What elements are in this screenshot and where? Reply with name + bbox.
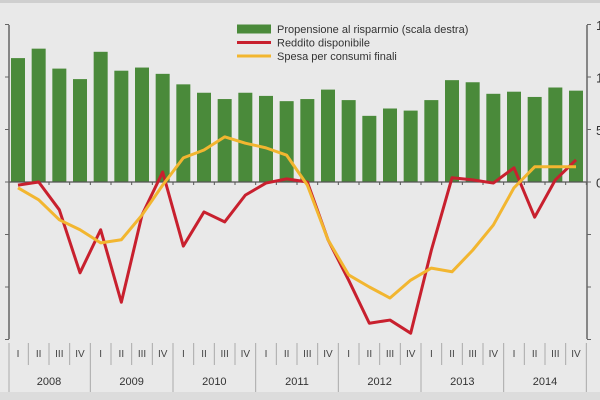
- bar-6: [135, 67, 149, 182]
- quarter-label: III: [55, 349, 63, 360]
- quarter-label: III: [303, 349, 311, 360]
- bar-13: [279, 101, 294, 182]
- bar-3: [73, 79, 87, 182]
- quarter-label: III: [468, 349, 476, 360]
- quarter-label: I: [347, 349, 350, 360]
- bar-16: [341, 100, 356, 182]
- year-label: 2009: [119, 376, 143, 388]
- right-axis-label: 15: [596, 18, 600, 33]
- right-axis-label: 5: [596, 123, 600, 138]
- bar-15: [321, 89, 335, 182]
- quarter-label: II: [367, 349, 373, 360]
- bar-4: [93, 51, 108, 182]
- quarter-label: II: [532, 349, 538, 360]
- quarter-label: I: [513, 349, 516, 360]
- year-label: 2008: [37, 376, 61, 388]
- bar-21: [445, 80, 459, 182]
- bar-25: [527, 96, 542, 182]
- quarter-label: II: [36, 349, 42, 360]
- legend-label: Reddito disponibile: [277, 38, 370, 50]
- quarter-label: II: [284, 349, 290, 360]
- bar-20: [424, 100, 439, 182]
- bar-11: [238, 92, 253, 182]
- legend-label: Propensione al risparmio (scala destra): [277, 24, 468, 36]
- bar-5: [114, 70, 129, 182]
- quarter-label: I: [99, 349, 102, 360]
- quarter-label: I: [430, 349, 433, 360]
- bar-26: [548, 87, 563, 182]
- quarter-label: IV: [571, 349, 581, 360]
- legend-swatch-bar: [237, 24, 271, 34]
- year-label: 2011: [285, 376, 309, 388]
- bar-10: [217, 99, 232, 182]
- quarter-label: IV: [323, 349, 333, 360]
- bar-12: [259, 95, 273, 182]
- quarter-label: III: [138, 349, 146, 360]
- quarter-label: IV: [406, 349, 416, 360]
- bar-7: [155, 73, 170, 182]
- quarter-label: III: [220, 349, 228, 360]
- year-label: 2010: [202, 376, 226, 388]
- bar-23: [486, 93, 501, 182]
- bar-22: [465, 82, 480, 182]
- quarter-label: IV: [75, 349, 85, 360]
- quarter-label: I: [182, 349, 185, 360]
- quarter-label: IV: [158, 349, 168, 360]
- quarter-label: II: [201, 349, 207, 360]
- year-label: 2012: [367, 376, 391, 388]
- quarter-label: III: [551, 349, 559, 360]
- bottom-border: [0, 392, 600, 400]
- bar-17: [362, 115, 377, 182]
- quarter-label: III: [386, 349, 394, 360]
- quarter-label: IV: [489, 349, 499, 360]
- bar-19: [403, 110, 418, 182]
- bar-14: [300, 99, 315, 182]
- quarter-label: II: [119, 349, 125, 360]
- year-label: 2014: [533, 376, 557, 388]
- top-border: [0, 0, 600, 3]
- bar-0: [11, 58, 25, 182]
- bar-1: [31, 48, 46, 183]
- right-axis-label: 0: [596, 176, 600, 191]
- bar-8: [176, 84, 191, 182]
- quarter-label: I: [265, 349, 268, 360]
- bar-27: [569, 90, 583, 182]
- line-reddito: [17, 158, 578, 335]
- quarter-label: II: [449, 349, 455, 360]
- legend-label: Spesa per consumi finali: [277, 51, 397, 63]
- quarter-label: IV: [241, 349, 251, 360]
- year-label: 2013: [450, 376, 474, 388]
- bar-2: [52, 68, 67, 182]
- bar-24: [507, 91, 521, 182]
- line-spesa: [17, 135, 576, 300]
- right-axis-label: 10: [596, 71, 600, 86]
- bar-9: [197, 92, 211, 182]
- quarter-label: I: [17, 349, 20, 360]
- bar-18: [383, 108, 397, 182]
